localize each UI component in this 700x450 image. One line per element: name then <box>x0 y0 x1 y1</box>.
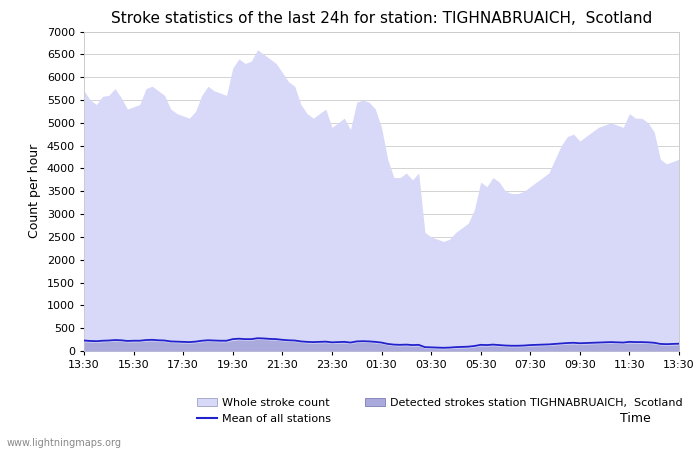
Y-axis label: Count per hour: Count per hour <box>28 144 41 238</box>
Legend: Whole stroke count, Mean of all stations, Detected strokes station TIGHNABRUAICH: Whole stroke count, Mean of all stations… <box>197 398 682 423</box>
Title: Stroke statistics of the last 24h for station: TIGHNABRUAICH,  Scotland: Stroke statistics of the last 24h for st… <box>111 11 652 26</box>
Text: www.lightningmaps.org: www.lightningmaps.org <box>7 438 122 448</box>
Text: Time: Time <box>620 412 651 425</box>
